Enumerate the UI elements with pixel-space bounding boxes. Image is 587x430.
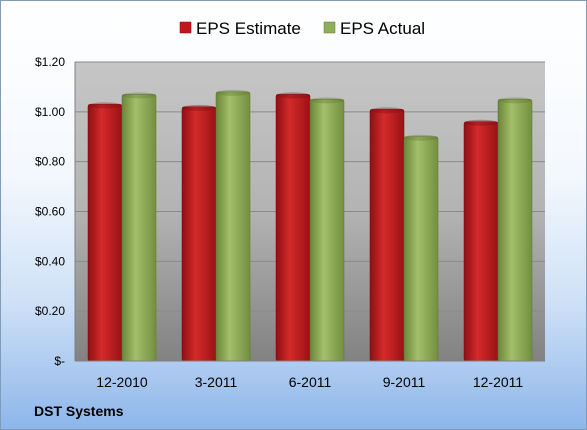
x-tick-label: 6-2011 [289, 374, 332, 390]
y-tick-label: $1.00 [35, 105, 65, 119]
bar-eps-actual [497, 99, 533, 362]
y-tick-label: $0.20 [35, 304, 65, 318]
company-name: DST Systems [34, 403, 124, 419]
bar-top-shade [370, 107, 404, 114]
bar-eps-actual [309, 99, 345, 362]
y-tick-label: $0.80 [35, 155, 65, 169]
bar-eps-actual [215, 91, 251, 362]
bar-top-shade [310, 97, 344, 104]
legend-label-actual: EPS Actual [340, 19, 425, 38]
bar-top-shade [88, 102, 122, 109]
bar-top-shade [464, 119, 498, 126]
bar-eps-estimate [369, 109, 405, 362]
x-tick-label: 3-2011 [195, 374, 238, 390]
bar-eps-estimate [181, 106, 217, 362]
bar-eps-actual [403, 136, 439, 362]
legend-label-estimate: EPS Estimate [196, 19, 301, 38]
bars [87, 89, 533, 362]
y-tick-label: $1.20 [35, 55, 65, 69]
y-tick-label: $0.60 [35, 205, 65, 219]
x-axis: 12-2010 3-2011 6-2011 9-2011 12-2011 [75, 360, 545, 390]
y-axis: $- $0.20 $0.40 $0.60 $0.80 $1.00 $1.20 [35, 55, 76, 368]
bar-top-shade [498, 97, 532, 104]
bar-eps-estimate [87, 104, 123, 362]
x-tick-label: 9-2011 [383, 374, 426, 390]
bar-top-shade [216, 89, 250, 96]
bar-top-shade [182, 104, 216, 111]
legend-swatch-actual [323, 21, 336, 34]
bar-eps-estimate [463, 121, 499, 362]
y-tick-label: $- [54, 354, 65, 368]
y-tick-label: $0.40 [35, 254, 65, 268]
bar-top-shade [122, 92, 156, 99]
bar-top-shade [276, 92, 310, 99]
bar-eps-actual [121, 94, 157, 362]
bar-eps-estimate [275, 94, 311, 362]
legend-swatch-estimate [179, 21, 192, 34]
bar-top-shade [404, 134, 438, 141]
x-tick-label: 12-2011 [473, 374, 524, 390]
x-tick-label: 12-2010 [96, 374, 148, 390]
legend: EPS Estimate EPS Actual [179, 19, 425, 38]
